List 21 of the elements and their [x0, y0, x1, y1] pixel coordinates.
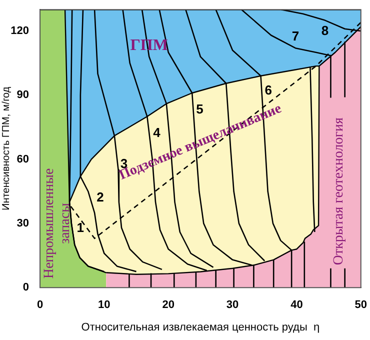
- y-tick-label: 60: [16, 153, 29, 166]
- x-tick-label: 40: [290, 299, 303, 312]
- x-tick-label: 10: [98, 299, 110, 312]
- y-tick-label: 0: [22, 282, 29, 294]
- annotation: 4: [153, 125, 162, 140]
- x-tick-label: 0: [36, 299, 44, 312]
- annotation: 1: [76, 220, 84, 236]
- annotation: Открытая геотехнология: [332, 117, 347, 266]
- x-tick-label: 20: [162, 299, 174, 312]
- x-axis-title: Относительная извлекаемая ценность руды η: [81, 321, 320, 334]
- y-tick-label: 90: [16, 89, 29, 102]
- annotation: 8: [321, 22, 329, 38]
- y-tick-label: 120: [10, 25, 29, 38]
- annotation: Непромышленные запасы: [42, 168, 73, 279]
- x-tick-label: 50: [354, 299, 368, 312]
- annotation: 2: [96, 189, 104, 204]
- annotation: 6: [264, 82, 272, 98]
- annotation: 7: [292, 28, 300, 44]
- y-tick-label: 30: [16, 217, 29, 230]
- x-tick-label: 30: [226, 299, 239, 312]
- y-axis-title: Интенсивность ГПМ, м/год: [0, 86, 12, 210]
